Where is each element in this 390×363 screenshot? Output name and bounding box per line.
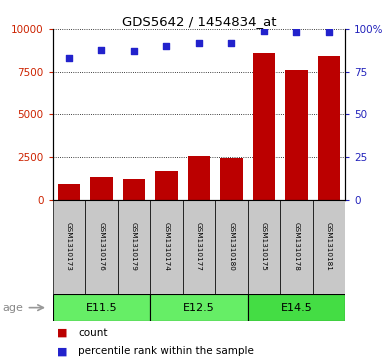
Text: GSM1310175: GSM1310175	[261, 223, 267, 271]
Text: E14.5: E14.5	[280, 303, 312, 313]
Title: GDS5642 / 1454834_at: GDS5642 / 1454834_at	[122, 15, 276, 28]
Text: E12.5: E12.5	[183, 303, 215, 313]
Bar	[85, 200, 118, 294]
Bar	[248, 200, 280, 294]
Bar	[58, 184, 80, 200]
Text: age: age	[2, 303, 23, 313]
Text: GSM1310174: GSM1310174	[163, 223, 169, 271]
Bar	[53, 294, 150, 321]
Text: GSM1310177: GSM1310177	[196, 223, 202, 271]
Point	[293, 29, 300, 35]
Text: percentile rank within the sample: percentile rank within the sample	[78, 346, 254, 356]
Point	[98, 46, 105, 52]
Bar	[53, 200, 85, 294]
Bar	[150, 200, 183, 294]
Bar	[317, 56, 340, 200]
Text: GSM1310176: GSM1310176	[98, 223, 105, 271]
Bar	[118, 200, 150, 294]
Bar	[150, 294, 248, 321]
Text: GSM1310179: GSM1310179	[131, 223, 137, 271]
Bar	[280, 200, 313, 294]
Point	[326, 29, 332, 35]
Point	[261, 28, 267, 34]
Point	[66, 55, 72, 61]
Text: count: count	[78, 328, 108, 338]
Text: ■: ■	[57, 346, 67, 356]
Bar	[122, 179, 145, 200]
Bar	[220, 158, 243, 200]
Point	[228, 40, 234, 46]
Bar	[215, 200, 248, 294]
Text: GSM1310180: GSM1310180	[229, 223, 234, 271]
Text: ■: ■	[57, 328, 67, 338]
Bar	[313, 200, 345, 294]
Point	[163, 43, 170, 49]
Point	[196, 40, 202, 46]
Text: E11.5: E11.5	[85, 303, 117, 313]
Bar	[253, 53, 275, 200]
Bar	[183, 200, 215, 294]
Text: GSM1310173: GSM1310173	[66, 223, 72, 271]
Text: GSM1310181: GSM1310181	[326, 223, 332, 271]
Bar	[90, 177, 113, 200]
Bar	[285, 70, 308, 200]
Bar	[248, 294, 345, 321]
Bar	[155, 171, 178, 200]
Point	[131, 48, 137, 54]
Bar	[188, 156, 210, 200]
Text: GSM1310178: GSM1310178	[293, 223, 300, 271]
